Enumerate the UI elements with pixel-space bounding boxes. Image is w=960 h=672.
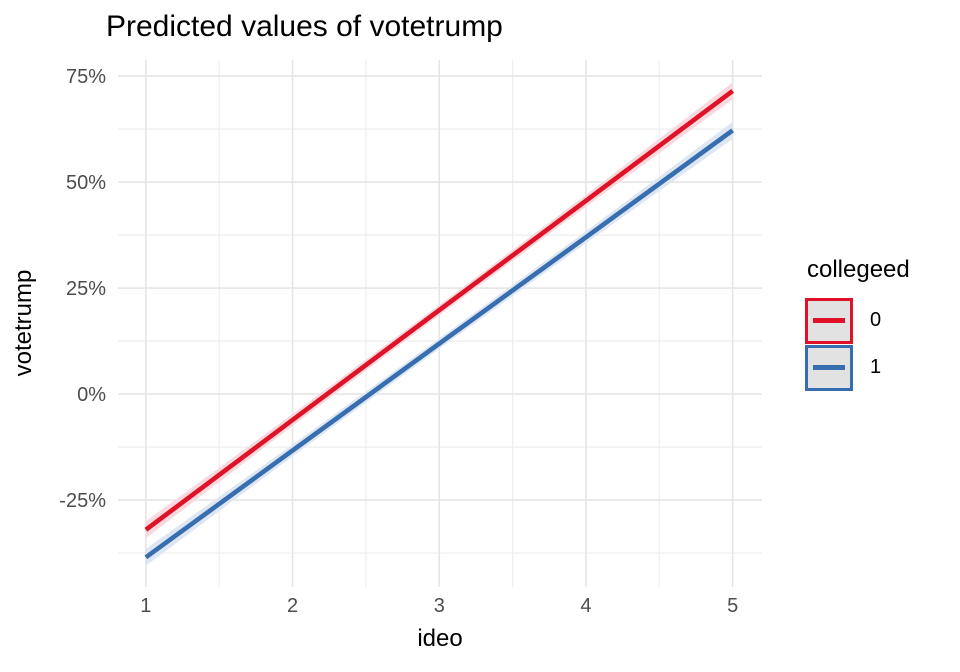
y-tick-label: 25%	[66, 278, 106, 300]
x-tick-label: 4	[580, 595, 591, 617]
x-tick-label: 5	[727, 595, 738, 617]
x-tick-label: 2	[287, 595, 298, 617]
y-tick-label: 0%	[77, 384, 106, 406]
legend-entry-1: 1	[805, 344, 910, 391]
line-series-0	[144, 89, 735, 532]
chart-title: Predicted values of votetrump	[106, 10, 503, 43]
legend-key-line-0	[813, 318, 845, 323]
y-tick-label: 50%	[66, 172, 106, 194]
y-tick-label: -25%	[59, 490, 106, 512]
y-tick-label: 75%	[66, 66, 106, 88]
legend: collegeed 0 1	[805, 256, 910, 391]
line-series-1	[144, 128, 735, 560]
x-tick-label: 3	[434, 595, 445, 617]
x-axis-title: ideo	[417, 625, 463, 652]
legend-title: collegeed	[807, 256, 910, 283]
x-tick-label: 1	[140, 595, 151, 617]
legend-label-0: 0	[870, 309, 882, 331]
legend-entry-0: 0	[805, 297, 910, 344]
legend-key-0	[805, 297, 853, 344]
legend-key-line-1	[813, 365, 845, 370]
legend-label-1: 1	[870, 356, 882, 378]
y-axis-title: votetrump	[10, 269, 37, 377]
legend-key-1	[805, 344, 853, 391]
